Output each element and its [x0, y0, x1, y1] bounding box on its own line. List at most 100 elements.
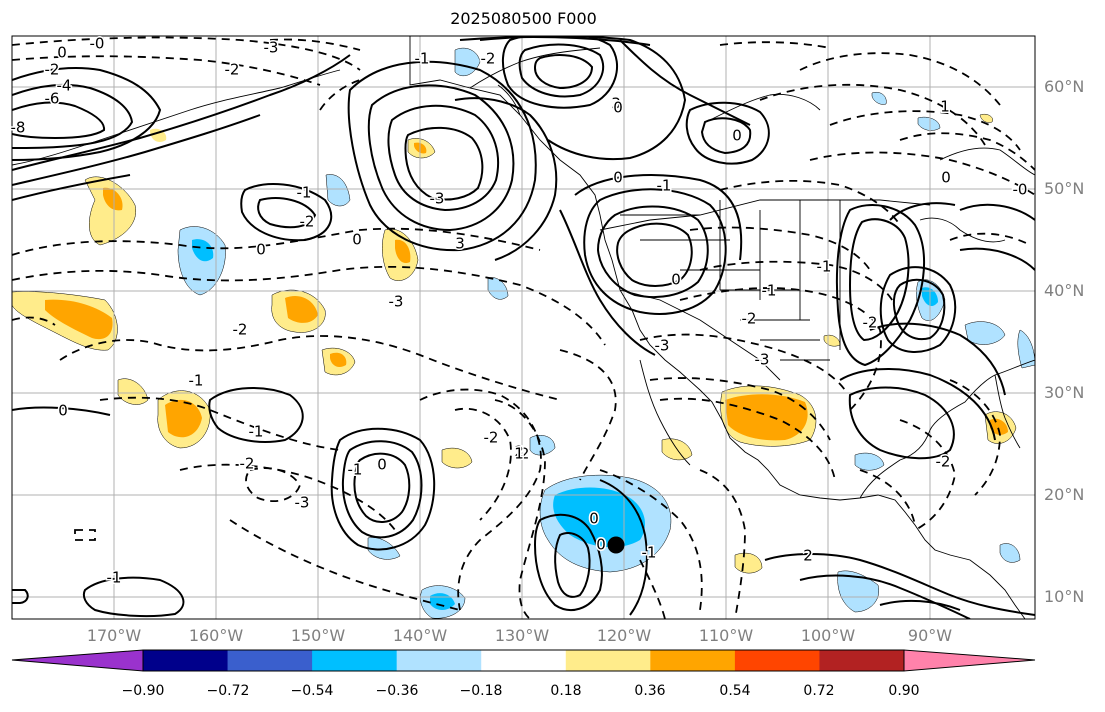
colorbar [11, 649, 1036, 672]
colorbar-tick-label: 0.90 [888, 683, 920, 699]
contour-label: -4 [57, 77, 72, 95]
shade-region [454, 47, 481, 77]
lon-label-100w: 100°W [800, 626, 856, 645]
solid-contours [12, 36, 1035, 619]
contour-label: 0 [732, 127, 742, 145]
contour-label: -1 [107, 569, 122, 587]
shaded-fields [12, 47, 1035, 619]
contour-label: -1 [297, 184, 312, 202]
colorbar-cell [650, 650, 736, 671]
map-title: 2025080500 F000 [450, 9, 597, 28]
colorbar-cell [565, 650, 651, 671]
colorbar-tick-label: 0.36 [634, 683, 666, 699]
contour-label: -1 [189, 372, 204, 390]
contour-label: -2 [45, 61, 60, 79]
colorbar-low-extension [11, 649, 144, 672]
contour-label: 0 [589, 510, 599, 528]
shade-region [725, 394, 808, 441]
lon-label-160w: 160°W [188, 626, 244, 645]
contour-label: -2 [742, 310, 757, 328]
shade-region [487, 277, 509, 300]
contour-label: 3 [455, 235, 465, 253]
contour-label: -2 [225, 61, 240, 79]
colorbar-tick-label: −0.90 [121, 683, 165, 699]
colorbar-high-extension [903, 649, 1036, 672]
contour-label: 0 [671, 271, 681, 289]
colorbar-cell [227, 650, 313, 671]
shade-region [734, 552, 763, 574]
shade-region [45, 299, 113, 340]
contour-label: 0 [57, 44, 67, 62]
shade-region [823, 334, 841, 347]
shade-region [103, 187, 123, 211]
lat-label-50n: 50°N [1044, 179, 1085, 198]
lat-label-10n: 10°N [1044, 587, 1085, 606]
contour-label: 0 [377, 456, 387, 474]
contour-label: 0 [941, 169, 951, 187]
contour-label: -0 [1013, 181, 1028, 199]
storm-marker [607, 536, 625, 554]
shade-region [999, 543, 1021, 563]
contour-label: -3 [655, 337, 670, 355]
lon-label-110w: 110°W [698, 626, 754, 645]
contour-label: 0 [613, 99, 623, 117]
contour-labels: 0 -0-2-4-6-8-3-2-1 -23-1-2-3-330-20-10-1-2… [9, 33, 1029, 588]
contour-label: -1 [642, 544, 657, 562]
shade-region [964, 321, 1006, 345]
shade-region [325, 174, 351, 207]
colorbar-frame [142, 649, 905, 672]
contour-label: -1 [249, 423, 264, 441]
contour-label: -1 [657, 177, 672, 195]
contour-label: -3 [264, 39, 279, 57]
contour-label: -3 [295, 494, 310, 512]
shade-region [1017, 329, 1035, 369]
contour-label: 1 [940, 98, 950, 116]
shade-region [854, 452, 885, 471]
lat-label-40n: 40°N [1044, 281, 1085, 300]
shade-region [529, 435, 556, 456]
colorbar-tick-label: −0.54 [290, 683, 334, 699]
shade-region [165, 399, 202, 438]
lon-label-120w: 120°W [596, 626, 652, 645]
colorbar-cell [396, 650, 482, 671]
contour-label: -2 [515, 445, 530, 463]
map-frame [11, 35, 1036, 620]
contour-label: -1 [348, 461, 363, 479]
contour-label: -2 [240, 455, 255, 473]
lon-label-150w: 150°W [290, 626, 346, 645]
shade-region [177, 226, 226, 296]
colorbar-cell [481, 650, 567, 671]
lat-label-20n: 20°N [1044, 485, 1085, 504]
contour-label: -2 [300, 213, 315, 231]
contour-label: 0 [58, 402, 68, 420]
shade-region [990, 418, 1008, 435]
dashed-contours [12, 36, 1035, 619]
colorbar-cell [143, 650, 229, 671]
contour-label: -1 [762, 282, 777, 300]
colorbar-cell [734, 650, 820, 671]
colorbar-cell [819, 650, 905, 671]
shade-region [837, 570, 880, 613]
colorbar-tick-label: −0.72 [206, 683, 250, 699]
shade-region [441, 447, 473, 469]
contour-label: 2 [803, 547, 813, 565]
contour-label: -2 [936, 453, 951, 471]
colorbar-tick-label: 0.54 [719, 683, 751, 699]
lon-label-90w: 90°W [907, 626, 953, 645]
lat-label-60n: 60°N [1044, 77, 1085, 96]
graticule [12, 36, 1035, 619]
shade-region [192, 239, 214, 262]
shade-region [84, 176, 137, 246]
colorbar-tick-label: −0.18 [459, 683, 503, 699]
colorbar-tick-label: −0.36 [375, 683, 419, 699]
contour-label: 2 [514, 443, 524, 461]
shade-region [285, 295, 318, 323]
colorbar-cell [312, 650, 398, 671]
contour-label: -2 [481, 50, 496, 68]
shade-region [553, 487, 645, 548]
colorbar-tick-label: 0.72 [803, 683, 835, 699]
lat-label-30n: 30°N [1044, 383, 1085, 402]
contour-label: 1 [514, 445, 524, 463]
contour-label: 0 [256, 241, 266, 259]
contour-label: -0 [90, 35, 105, 53]
